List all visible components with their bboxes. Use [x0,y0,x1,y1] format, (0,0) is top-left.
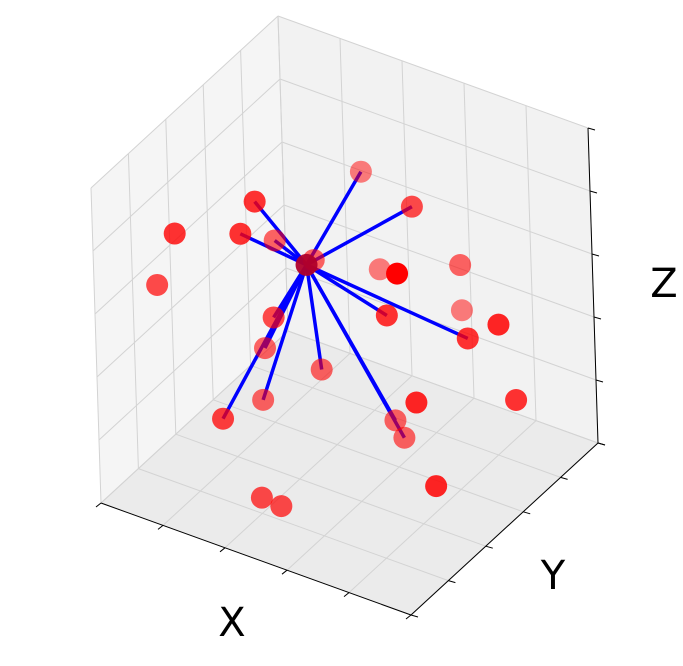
data-point-5 [349,160,372,183]
z-tick [591,253,600,257]
side-gridline-y [277,15,289,332]
x-tick [343,592,350,597]
data-point-13 [254,337,276,360]
edge-line-18 [305,263,469,341]
data-point-24 [250,486,273,509]
z-axis-label: Z [650,261,677,307]
data-point-15 [310,358,333,381]
x-tick [405,614,412,620]
side-gridline-y [165,119,177,435]
data-point-7 [386,262,409,285]
side-gridline-z [90,15,279,189]
x-tick [281,569,288,575]
edge-line-22 [305,264,406,439]
z-tick [587,127,596,131]
x-tick [157,525,164,530]
data-point-22 [393,426,416,449]
floor-pane [101,331,598,615]
edge-line-15 [304,264,324,370]
edge-line-16 [261,264,309,401]
data-point-2 [146,273,169,296]
axis-lines [100,127,599,616]
side-gridline-z [92,78,281,252]
y-tick [597,442,606,446]
axis-ticks [95,127,606,620]
side-gridline-z [98,267,287,441]
data-point-23 [505,389,528,411]
hub-point [295,253,318,276]
data-point-0 [163,222,186,245]
x-tick [95,502,102,508]
back-gridline-x [525,105,537,421]
data-point-9 [449,254,472,277]
floor-gridline-y [138,468,449,582]
edge-line-14 [305,263,388,317]
x-tick [219,547,226,553]
y-axis-label: Y [540,553,566,599]
data-point-8 [368,258,391,281]
y-tick [523,511,531,515]
floor-gridline-x [286,397,475,571]
axes-panes [91,16,598,615]
back-gridline-x [401,60,413,376]
floor-gridline-y [213,399,524,513]
data-point-10 [450,299,473,322]
data-point-14 [375,304,398,327]
z-tick [589,190,598,194]
floor-gridline-x [348,420,537,593]
data-point-18 [456,327,479,350]
back-gridline-z [279,78,591,192]
z-tick [595,379,604,383]
y-tick [448,580,456,584]
z-axis-line [587,127,599,444]
side-pane [91,16,288,503]
data-point-17 [212,407,235,430]
data-point-4 [263,229,286,252]
data-point-11 [262,306,285,329]
floor-gridline-x [162,353,351,526]
data-point-3 [229,222,252,245]
side-gridline-z [96,204,285,378]
z-tick [593,316,602,320]
side-gridline-y [90,187,102,504]
side-gridline-y [240,50,252,366]
floor-gridline-y [175,433,486,547]
data-points [146,160,528,518]
data-point-16 [252,388,275,411]
data-point-20 [405,391,428,414]
data-point-1 [243,190,266,213]
data-point-21 [384,409,407,432]
back-pane [278,16,598,443]
back-gridline-z [283,204,595,318]
edge-line-6 [305,205,413,267]
y-tick [410,614,419,618]
y-axis-line [410,442,599,616]
data-point-26 [425,475,448,498]
floor-gridline-y [287,330,599,444]
back-gridline-z [281,141,593,255]
data-point-6 [400,195,423,218]
data-point-19 [487,313,510,336]
side-gridline-y [127,153,139,469]
floor-gridline-x [224,375,413,549]
y-tick [560,476,568,480]
y-tick [485,545,493,549]
back-gridline-z [285,267,597,381]
x-axis-label: X [218,600,245,646]
x-axis-line [100,502,412,616]
side-gridline-y [202,84,214,400]
back-gridline-z [277,15,589,129]
data-point-25 [270,495,293,518]
side-gridline-z [94,141,283,315]
